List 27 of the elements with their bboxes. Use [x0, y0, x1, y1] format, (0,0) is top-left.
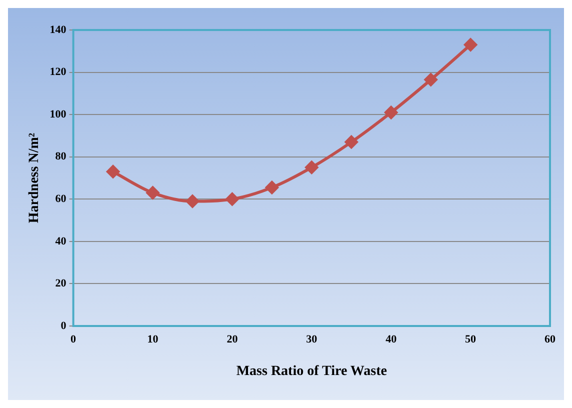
x-tick-label: 10	[147, 333, 159, 346]
point	[226, 192, 239, 206]
y-tick-label: 80	[55, 150, 67, 163]
y-tick-label: 0	[60, 320, 67, 332]
x-tick-label: 0	[70, 333, 77, 346]
point	[265, 181, 278, 194]
point	[344, 136, 358, 149]
y-tick-label: 60	[55, 192, 67, 205]
y-tick-label: 120	[50, 66, 67, 78]
point	[106, 165, 120, 178]
y-axis-title: Hardness N/m²	[27, 132, 42, 224]
point	[424, 73, 438, 86]
x-tick-label: 40	[386, 333, 398, 346]
x-tick-label: 50	[465, 333, 477, 346]
y-tick-label: 140	[50, 24, 67, 36]
point	[464, 38, 478, 52]
x-axis-title: Mass Ratio of Tire Waste	[236, 364, 387, 380]
x-tick-label: 60	[544, 333, 556, 346]
point	[384, 106, 398, 119]
point	[146, 186, 160, 200]
point	[186, 194, 199, 208]
x-tick-label: 30	[306, 333, 318, 346]
y-tick-label: 40	[55, 235, 67, 248]
x-tick-label: 20	[226, 333, 238, 346]
point	[305, 160, 318, 174]
y-tick-label: 100	[50, 108, 67, 120]
y-tick-label: 20	[55, 278, 67, 290]
